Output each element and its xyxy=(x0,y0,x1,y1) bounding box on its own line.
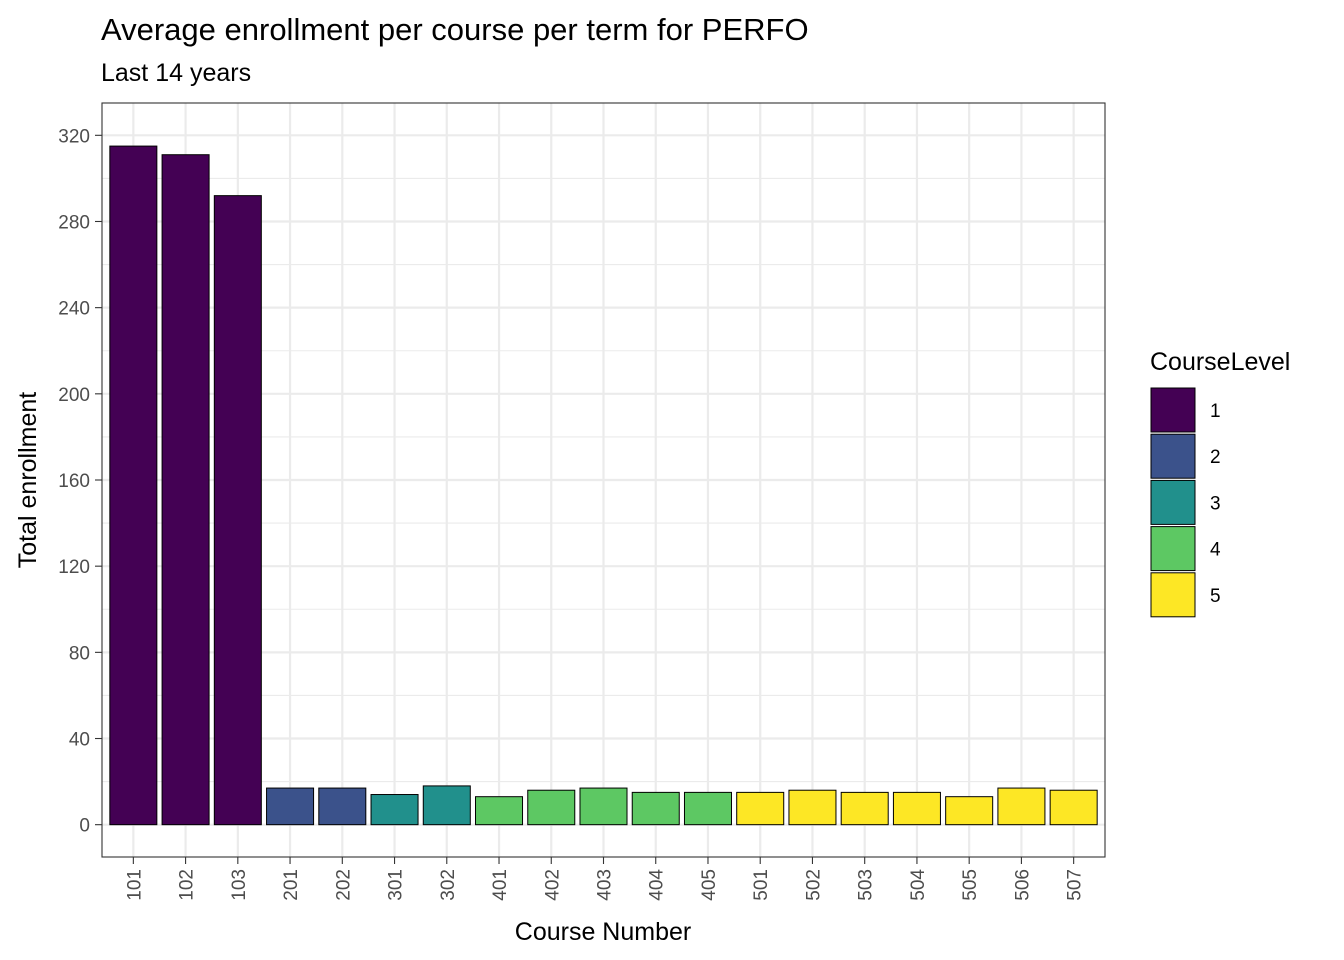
legend-label-1: 1 xyxy=(1210,401,1221,422)
legend-label-4: 4 xyxy=(1210,540,1221,561)
bar-302 xyxy=(422,785,471,826)
legend-label-5: 5 xyxy=(1210,586,1221,607)
x-tick-label: 404 xyxy=(647,869,668,901)
y-tick-label: 80 xyxy=(69,643,90,664)
x-tick-label: 101 xyxy=(124,869,145,901)
bar-101 xyxy=(109,145,158,826)
legend-label-2: 2 xyxy=(1210,447,1221,468)
legend-key-4 xyxy=(1150,526,1196,572)
legend-key-5 xyxy=(1150,572,1196,618)
x-tick-label: 301 xyxy=(386,869,407,901)
bar-202 xyxy=(318,787,367,826)
legend-label-3: 3 xyxy=(1210,493,1221,514)
bar-503 xyxy=(840,791,889,826)
x-tick-label: 505 xyxy=(960,869,981,901)
bars xyxy=(109,145,1098,826)
legend-key-3 xyxy=(1150,479,1196,525)
legend-key-1 xyxy=(1150,387,1196,433)
bar-405 xyxy=(683,791,732,826)
bar-504 xyxy=(892,791,941,826)
y-tick-label: 120 xyxy=(58,557,90,578)
y-tick-label: 200 xyxy=(58,385,90,406)
y-tick-label: 240 xyxy=(58,299,90,320)
x-axis-title: Course Number xyxy=(515,918,691,946)
x-tick-label: 503 xyxy=(856,869,877,901)
bar-501 xyxy=(736,791,785,826)
chart-subtitle: Last 14 years xyxy=(101,59,251,87)
x-tick-label: 402 xyxy=(542,869,563,901)
bar-301 xyxy=(370,794,419,826)
x-tick-label: 401 xyxy=(490,869,511,901)
bar-403 xyxy=(579,787,628,826)
bar-502 xyxy=(788,789,837,826)
bar-103 xyxy=(213,195,262,826)
x-axis: 101 102 103 201 202 301 302 401 402 403 404 405 501 5… xyxy=(124,857,1086,901)
x-tick-label: 506 xyxy=(1012,869,1033,901)
bar-402 xyxy=(527,789,576,826)
x-tick-label: 504 xyxy=(908,869,929,901)
legend: CourseLevel 1 2 3 4 5 xyxy=(1150,348,1290,618)
x-tick-label: 403 xyxy=(595,869,616,901)
x-tick-label: 202 xyxy=(333,869,354,901)
x-tick-label: 507 xyxy=(1065,869,1086,901)
legend-key-2 xyxy=(1150,433,1196,479)
chart-title: Average enrollment per course per term f… xyxy=(101,12,809,47)
bar-506 xyxy=(997,787,1046,826)
bar-102 xyxy=(161,154,210,826)
bar-404 xyxy=(631,791,680,826)
x-tick-label: 102 xyxy=(177,869,198,901)
x-tick-label: 103 xyxy=(229,869,250,901)
y-axis: 0 40 80 120 160 200 240 280 320 xyxy=(58,126,102,837)
y-tick-label: 160 xyxy=(58,471,90,492)
bar-507 xyxy=(1049,789,1098,826)
bar-401 xyxy=(475,796,524,826)
x-tick-label: 501 xyxy=(751,869,772,901)
x-tick-label: 302 xyxy=(438,869,459,901)
y-tick-label: 40 xyxy=(69,730,90,751)
x-tick-label: 405 xyxy=(699,869,720,901)
bar-201 xyxy=(266,787,315,826)
x-tick-label: 201 xyxy=(281,869,302,901)
y-axis-title: Total enrollment xyxy=(14,392,42,569)
legend-title: CourseLevel xyxy=(1150,348,1290,376)
y-tick-label: 0 xyxy=(79,816,90,837)
y-tick-label: 320 xyxy=(58,126,90,147)
y-tick-label: 280 xyxy=(58,212,90,233)
x-tick-label: 502 xyxy=(803,869,824,901)
bar-505 xyxy=(945,796,994,826)
